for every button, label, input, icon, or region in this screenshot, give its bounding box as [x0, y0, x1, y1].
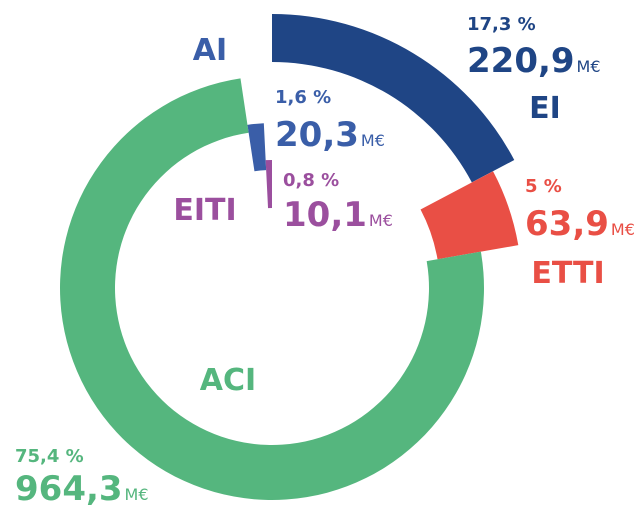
- segment: [272, 14, 515, 183]
- amount-unit: M€: [611, 220, 635, 239]
- segment: [247, 123, 267, 172]
- amount-value: 220,9: [467, 41, 575, 81]
- amount-value: 10,1: [283, 195, 367, 235]
- amount-label: 964,3 M€: [15, 469, 149, 505]
- share-label: 1,6 %: [275, 87, 331, 108]
- share-label: 75,4 %: [15, 446, 84, 467]
- amount-value: 20,3: [275, 115, 359, 155]
- amount-value: 964,3: [15, 469, 123, 505]
- category-label: ACI: [200, 363, 256, 398]
- segment: [420, 171, 519, 260]
- share-label: 5 %: [525, 176, 562, 197]
- category-label: EITI: [173, 193, 236, 228]
- share-label: 17,3 %: [467, 14, 536, 35]
- amount-label: 20,3 M€: [275, 115, 385, 155]
- segment: [265, 160, 272, 209]
- amount-value: 63,9: [525, 204, 609, 244]
- amount-unit: M€: [125, 485, 149, 504]
- amount-label: 63,9 M€: [525, 204, 635, 244]
- amount-label: 10,1 M€: [283, 195, 393, 235]
- segment: [60, 78, 485, 500]
- amount-unit: M€: [369, 211, 393, 230]
- category-label: AI: [193, 33, 227, 68]
- amount-label: 220,9 M€: [467, 41, 601, 81]
- amount-unit: M€: [361, 131, 385, 150]
- share-label: 0,8 %: [283, 170, 339, 191]
- amount-unit: M€: [577, 57, 601, 76]
- category-label: ETTI: [531, 256, 604, 291]
- category-label: EI: [529, 91, 561, 126]
